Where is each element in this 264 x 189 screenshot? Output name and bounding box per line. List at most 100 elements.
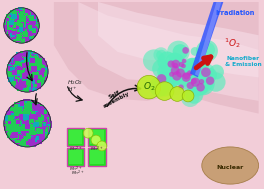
Bar (30, 129, 36, 135)
Bar (25, 67, 30, 72)
Bar (39, 62, 44, 67)
Bar (20, 60, 23, 63)
Bar (41, 120, 46, 125)
Bar (15, 108, 20, 113)
Bar (23, 26, 26, 29)
Bar (29, 21, 34, 25)
Bar (19, 24, 23, 28)
Bar (19, 31, 22, 34)
Bar (24, 126, 29, 130)
Bar (30, 118, 35, 123)
Bar (28, 68, 31, 71)
Bar (32, 58, 36, 63)
Bar (11, 132, 17, 139)
Bar (10, 23, 15, 28)
Bar (32, 103, 37, 109)
Bar (29, 121, 34, 125)
Bar (32, 79, 38, 84)
Bar (30, 103, 35, 109)
Bar (18, 52, 24, 58)
Bar (15, 113, 21, 119)
Bar (26, 115, 29, 119)
Bar (15, 113, 19, 118)
Bar (19, 28, 23, 32)
Bar (25, 138, 31, 144)
Bar (27, 129, 31, 133)
Bar (32, 70, 37, 75)
Bar (27, 112, 31, 116)
Bar (15, 124, 18, 128)
Bar (22, 71, 27, 76)
Bar (31, 123, 35, 127)
Bar (18, 125, 25, 131)
Bar (22, 119, 27, 124)
Bar (42, 129, 47, 134)
Bar (13, 38, 17, 42)
Bar (8, 20, 11, 24)
Bar (25, 73, 29, 77)
Bar (17, 23, 20, 27)
Bar (17, 59, 22, 65)
Bar (19, 26, 23, 30)
Bar (18, 105, 22, 109)
Bar (43, 122, 46, 125)
Bar (24, 124, 28, 128)
Bar (18, 24, 22, 27)
Bar (26, 112, 31, 117)
Bar (23, 27, 28, 32)
Bar (22, 126, 26, 130)
Bar (14, 28, 19, 32)
Bar (35, 135, 40, 140)
Bar (37, 71, 42, 77)
Bar (22, 28, 27, 33)
Bar (26, 111, 31, 115)
Bar (32, 19, 35, 21)
Bar (27, 16, 32, 21)
Bar (30, 27, 33, 30)
Bar (18, 107, 22, 111)
Bar (22, 68, 28, 74)
Bar (15, 69, 21, 74)
Bar (27, 122, 31, 126)
Bar (11, 120, 16, 126)
Bar (21, 8, 25, 12)
Bar (23, 121, 28, 125)
Bar (8, 76, 14, 81)
Bar (27, 27, 32, 32)
Bar (4, 26, 9, 31)
Bar (18, 62, 21, 66)
Bar (23, 122, 28, 127)
Bar (28, 74, 34, 80)
Bar (30, 125, 36, 131)
Bar (29, 71, 34, 76)
Bar (16, 31, 19, 34)
Bar (26, 118, 31, 123)
Bar (24, 131, 31, 138)
Bar (11, 129, 16, 133)
Bar (20, 23, 26, 28)
Bar (16, 68, 20, 72)
Bar (44, 117, 47, 120)
Bar (27, 120, 34, 126)
Bar (12, 124, 17, 129)
Bar (9, 30, 14, 35)
Bar (37, 109, 41, 113)
Circle shape (196, 40, 218, 62)
Bar (29, 75, 32, 78)
Bar (32, 138, 39, 145)
Bar (13, 118, 20, 125)
Bar (20, 115, 25, 120)
Bar (25, 22, 27, 25)
Bar (20, 24, 23, 28)
Bar (25, 57, 30, 62)
Bar (20, 53, 25, 58)
Bar (31, 70, 36, 75)
Bar (20, 35, 23, 39)
Bar (26, 78, 30, 81)
Bar (31, 126, 37, 133)
Bar (18, 69, 22, 72)
Circle shape (206, 72, 225, 92)
Bar (27, 12, 31, 15)
Bar (21, 22, 25, 27)
Bar (20, 23, 24, 27)
